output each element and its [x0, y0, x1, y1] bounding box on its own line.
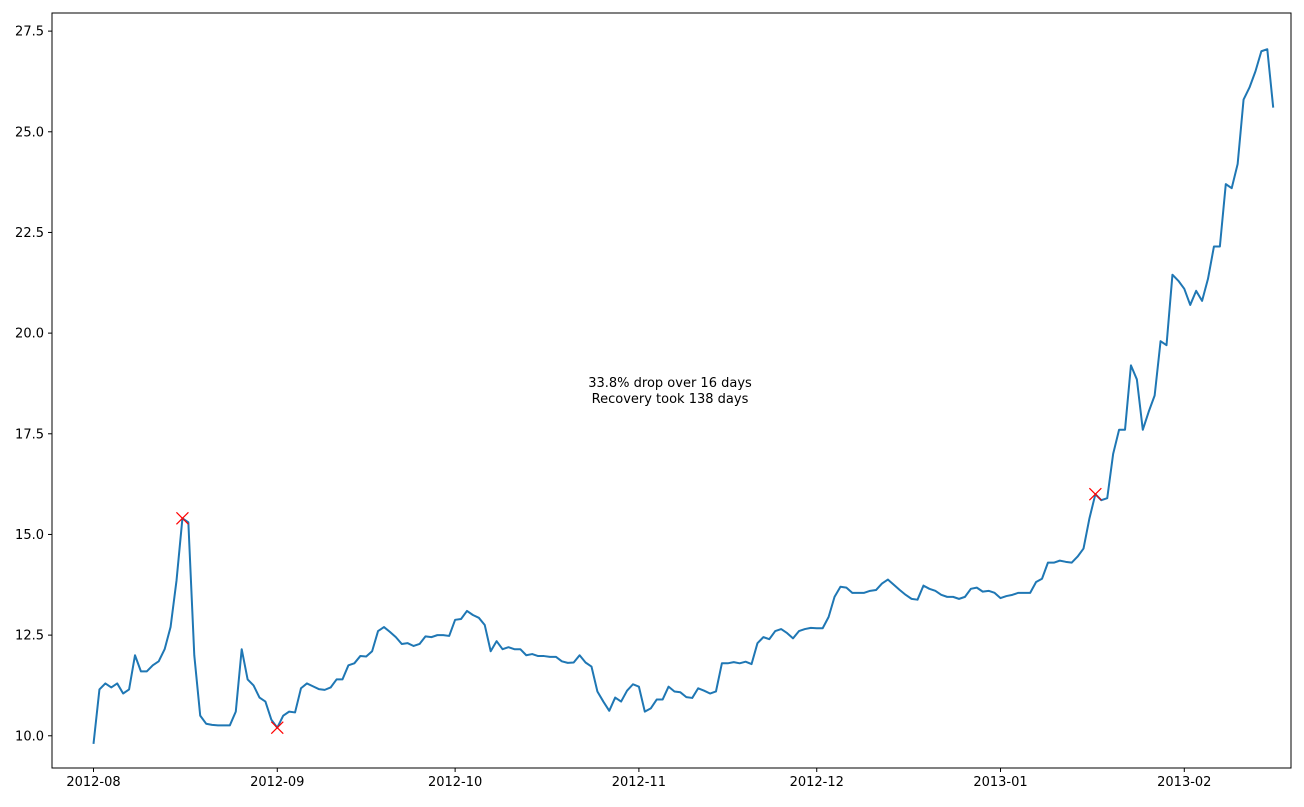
x-tick-label: 2012-12	[790, 775, 844, 790]
y-tick-label: 27.5	[15, 25, 44, 40]
y-tick-label: 10.0	[15, 729, 44, 744]
y-tick-label: 25.0	[15, 125, 44, 140]
y-tick-label: 15.0	[15, 528, 44, 543]
x-tick-label: 2012-08	[66, 775, 120, 790]
y-tick-label: 22.5	[15, 226, 44, 241]
annotation-drop: 33.8% drop over 16 days	[588, 376, 752, 391]
x-tick-label: 2012-11	[612, 775, 666, 790]
y-tick-label: 12.5	[15, 629, 44, 644]
x-tick-label: 2012-09	[250, 775, 304, 790]
x-tick-label: 2012-10	[428, 775, 482, 790]
x-tick-label: 2013-01	[973, 775, 1027, 790]
y-tick-label: 17.5	[15, 427, 44, 442]
annotation-recovery: Recovery took 138 days	[592, 392, 749, 407]
x-tick-label: 2013-02	[1157, 775, 1211, 790]
y-tick-label: 20.0	[15, 327, 44, 342]
drawdown-marker	[271, 722, 283, 734]
